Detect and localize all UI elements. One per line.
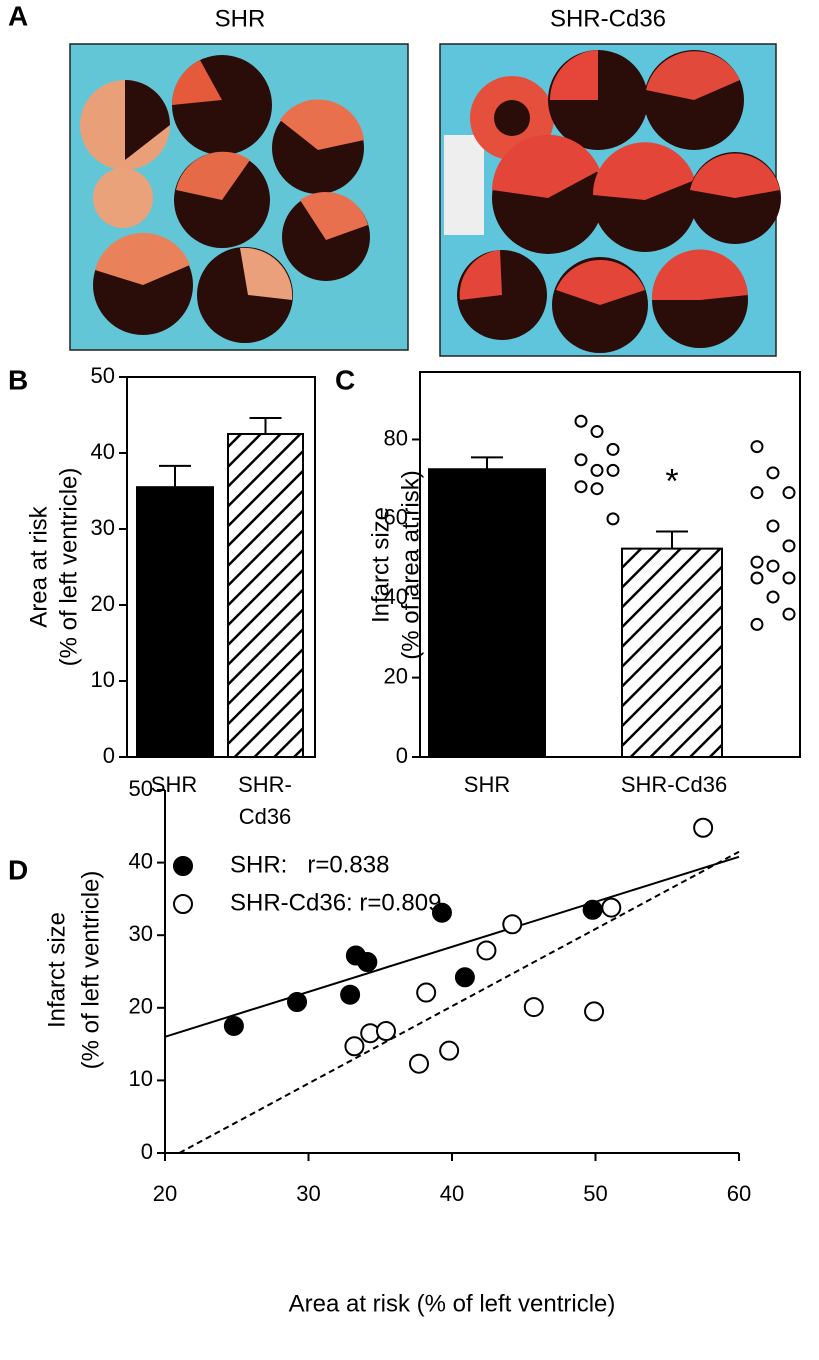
plot-frame	[126, 376, 316, 758]
data-point	[782, 486, 796, 500]
panel-label: A	[8, 0, 28, 31]
y-tick-label: 20	[384, 663, 408, 688]
y-axis-title: (% of area at risk)	[397, 470, 424, 659]
x-axis-title: Area at risk (% of left ventricle)	[289, 1290, 616, 1317]
y-tick-label: 20	[129, 994, 153, 1019]
x-tick-label-box: SHR	[463, 772, 511, 797]
y-axis-title: (% of left ventricle)	[77, 871, 104, 1070]
data-point	[223, 1015, 244, 1036]
y-axis-title: Infarct size	[367, 507, 394, 623]
y-tick-label: 40	[384, 584, 408, 609]
x-tick-label: 40	[440, 1181, 464, 1206]
x-tick-label-box: SHR-Cd36	[238, 772, 292, 829]
y-tick-label: 10	[129, 1066, 153, 1091]
data-point	[357, 952, 378, 973]
data-point	[606, 463, 620, 477]
photo-shr-cd36	[439, 43, 781, 357]
data-point	[750, 555, 764, 569]
y-axis-title: Infarct size	[43, 912, 70, 1028]
data-point	[476, 940, 497, 961]
data-point	[502, 914, 523, 935]
image-title: SHR-Cd36	[550, 5, 666, 32]
legend-label: SHR-Cd36: r=0.809	[230, 889, 441, 916]
bar	[227, 433, 304, 758]
x-tick-label: 20	[153, 1181, 177, 1206]
y-tick-label: 60	[384, 505, 408, 530]
plot-frame	[419, 371, 801, 758]
data-point	[408, 1053, 429, 1074]
y-tick-label: 0	[396, 743, 408, 768]
y-tick-label: 80	[384, 425, 408, 450]
data-point	[782, 607, 796, 621]
fit-line	[178, 850, 740, 1154]
image-title: SHR	[215, 5, 266, 32]
data-point	[523, 997, 544, 1018]
data-point	[590, 425, 604, 439]
y-tick-label: 0	[103, 743, 115, 768]
x-tick-label-box: SHR-Cd36	[620, 772, 728, 797]
data-point	[782, 571, 796, 585]
x-tick-label: SHR-Cd36	[238, 772, 292, 829]
data-point	[782, 539, 796, 553]
y-tick-label: 40	[129, 848, 153, 873]
significance-marker: *	[665, 463, 678, 501]
y-tick-label: 50	[129, 776, 153, 801]
y-tick-label: 50	[91, 363, 115, 388]
data-point	[590, 482, 604, 496]
y-tick-label: 40	[91, 439, 115, 464]
panel-label: C	[335, 364, 355, 395]
y-tick-label: 10	[91, 667, 115, 692]
data-point	[287, 991, 308, 1012]
data-point	[439, 1040, 460, 1061]
y-tick-label: 30	[129, 921, 153, 946]
data-point	[750, 571, 764, 585]
x-tick-label: SHR	[463, 772, 511, 797]
y-tick-label: 20	[91, 591, 115, 616]
data-point	[454, 967, 475, 988]
x-tick-label: 60	[727, 1181, 751, 1206]
panel-label: B	[8, 364, 28, 395]
bar	[136, 486, 214, 758]
data-point	[574, 414, 588, 428]
data-point	[750, 486, 764, 500]
data-point	[766, 466, 780, 480]
data-point	[340, 984, 361, 1005]
data-point	[416, 982, 437, 1003]
x-tick-label: SHR	[150, 772, 198, 797]
x-tick-label: SHR-Cd36	[620, 772, 728, 797]
data-point	[766, 519, 780, 533]
data-point	[766, 590, 780, 604]
data-point	[375, 1021, 396, 1042]
legend-label: SHR: r=0.838	[230, 851, 389, 878]
data-point	[693, 817, 714, 838]
data-point	[590, 463, 604, 477]
bar	[428, 468, 546, 758]
x-tick-label-box: SHR	[150, 772, 198, 797]
fit-line	[164, 855, 740, 1038]
y-axis-title: Area at risk	[25, 505, 52, 627]
data-point	[601, 897, 622, 918]
data-point	[344, 1036, 365, 1057]
data-point	[574, 480, 588, 494]
bar	[621, 547, 723, 758]
data-point	[584, 1001, 605, 1022]
data-point	[582, 899, 603, 920]
y-tick-label: 30	[91, 515, 115, 540]
data-point	[574, 453, 588, 467]
legend-marker	[173, 894, 193, 914]
x-tick-label: 30	[296, 1181, 320, 1206]
y-tick-label: 0	[141, 1139, 153, 1164]
y-axis-title: (% of left ventricle)	[55, 468, 82, 667]
photo-shr	[69, 43, 409, 351]
data-point	[750, 617, 764, 631]
x-tick-label: 50	[583, 1181, 607, 1206]
data-point	[606, 512, 620, 526]
data-point	[766, 559, 780, 573]
panel-label: D	[8, 854, 28, 885]
legend-marker	[173, 856, 193, 876]
data-point	[431, 902, 452, 923]
data-point	[606, 442, 620, 456]
data-point	[750, 440, 764, 454]
